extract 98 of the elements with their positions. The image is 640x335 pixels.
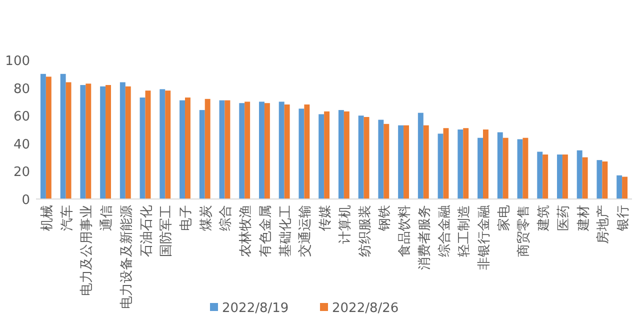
bar [298, 108, 304, 199]
x-tick-label: 建筑 [536, 205, 552, 232]
x-tick-label: 基础化工 [278, 205, 294, 257]
bar [239, 103, 245, 199]
x-tick-label: 房地产 [595, 205, 612, 244]
bar [398, 125, 404, 199]
bar [537, 152, 543, 199]
bar [438, 134, 444, 199]
bar [404, 125, 409, 199]
x-tick-label: 商贸零售 [516, 205, 532, 257]
bar [106, 85, 111, 199]
bar [522, 138, 528, 199]
x-tick-label: 纺织服装 [358, 205, 373, 257]
bar [378, 120, 384, 199]
bar [542, 154, 548, 199]
bar [66, 82, 72, 199]
x-tick-label: 医药 [556, 205, 572, 231]
x-tick-label: 传媒 [318, 205, 334, 231]
bar [622, 176, 628, 199]
x-tick-label: 轻工制造 [457, 205, 472, 257]
x-tick-label: 建材 [576, 205, 592, 232]
bar [145, 90, 151, 199]
x-tick-label: 通信 [100, 205, 115, 231]
x-tick-label: 交通运输 [297, 205, 314, 257]
bar [596, 160, 602, 199]
bar [576, 150, 582, 199]
y-tick-label: 20 [13, 165, 30, 180]
x-tick-label: 国防军工 [159, 205, 174, 257]
bar [478, 138, 483, 199]
legend-label: 2022/8/26 [332, 301, 399, 316]
bar [199, 110, 205, 199]
bar [582, 157, 588, 199]
bar [60, 74, 66, 199]
bar [284, 104, 290, 199]
bar [120, 82, 126, 199]
x-tick-label: 石油石化 [139, 205, 154, 257]
bar [80, 85, 86, 199]
bar [502, 138, 508, 199]
bar [278, 102, 284, 199]
x-tick-label: 食品饮料 [398, 205, 413, 257]
bar [517, 139, 523, 199]
y-tick-label: 100 [5, 54, 30, 69]
y-tick-label: 0 [22, 193, 30, 208]
bar [338, 110, 344, 199]
bar [458, 130, 464, 199]
bar [616, 175, 622, 199]
x-tick-label: 综合金融 [437, 205, 452, 257]
x-tick-label: 非银行金融 [477, 205, 492, 270]
bar [364, 116, 370, 199]
y-tick-label: 40 [13, 137, 30, 152]
bar [264, 103, 270, 199]
bar [324, 111, 330, 199]
y-tick-label: 60 [13, 110, 30, 125]
legend-label: 2022/8/19 [222, 301, 289, 316]
x-tick-label: 电子 [179, 205, 194, 231]
bar [160, 89, 166, 199]
bar [562, 154, 568, 199]
bar [86, 84, 92, 199]
x-tick-label: 钢铁 [378, 205, 393, 232]
bar [344, 111, 350, 199]
bar [40, 74, 46, 199]
bar [140, 98, 146, 199]
x-tick-label: 综合 [218, 205, 234, 231]
bar [423, 125, 429, 199]
bar [100, 86, 106, 199]
x-tick-label: 家电 [496, 205, 512, 231]
x-tick-label: 机械 [40, 205, 55, 231]
bar [125, 86, 131, 199]
bar [185, 98, 190, 199]
bar [483, 130, 488, 199]
x-tick-label: 银行 [616, 205, 632, 232]
y-tick-label: 80 [13, 82, 30, 97]
bar [463, 128, 469, 199]
bar [418, 112, 424, 199]
x-tick-label: 电力及公用事业 [80, 205, 95, 296]
x-tick-label: 汽车 [60, 205, 75, 231]
bar [165, 90, 171, 199]
bar [602, 161, 608, 199]
bar [219, 100, 225, 199]
bar [244, 102, 250, 199]
bar [304, 104, 310, 199]
x-tick-label: 电力设备及新能源 [119, 205, 134, 309]
bar [497, 132, 503, 199]
bar [259, 102, 264, 199]
bar [557, 154, 562, 199]
x-tick-label: 农林牧渔 [238, 205, 254, 257]
x-tick-label: 煤炭 [198, 205, 214, 231]
bar [443, 128, 449, 199]
x-tick-label: 消费者服务 [417, 205, 432, 270]
bar [318, 114, 324, 199]
bar [180, 100, 185, 199]
bar [204, 98, 210, 199]
bar [46, 76, 52, 199]
x-tick-label: 有色金属 [258, 205, 274, 257]
bar [384, 124, 390, 199]
x-tick-label: 计算机 [338, 205, 353, 244]
bar [224, 100, 230, 199]
bar [358, 116, 364, 199]
